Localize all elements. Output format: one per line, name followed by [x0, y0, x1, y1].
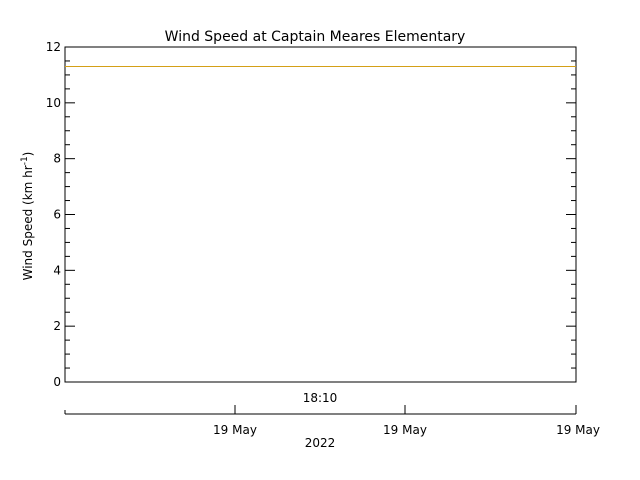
- y-tick-label: 6: [53, 208, 61, 222]
- y-tick-label: 10: [46, 96, 61, 110]
- y-axis-ticks: [65, 46, 576, 383]
- y-tick-label: 8: [53, 152, 61, 166]
- y-axis-tick-labels: 0 2 4 6 8 10 12: [46, 40, 61, 389]
- y-axis-label-superscript: -1: [20, 156, 30, 165]
- y-tick-label: 4: [53, 263, 61, 277]
- date-tick-label: 19 May: [213, 423, 257, 437]
- x-year-label: 2022: [305, 436, 336, 450]
- date-tick-label: 19 May: [383, 423, 427, 437]
- y-axis-label-close: ): [21, 152, 35, 157]
- y-tick-label: 0: [53, 375, 61, 389]
- chart-title: Wind Speed at Captain Meares Elementary: [165, 29, 466, 45]
- y-axis-label-main: Wind Speed (km hr: [21, 165, 35, 280]
- y-tick-label: 12: [46, 40, 61, 54]
- date-axis-ticks: 19 May 19 May 19 May: [64, 405, 600, 437]
- plot-frame: [64, 46, 577, 383]
- y-tick-label: 2: [53, 319, 61, 333]
- y-axis-label: Wind Speed (km hr-1): [20, 152, 35, 281]
- date-tick-label: 19 May: [556, 423, 600, 437]
- x-time-label: 18:10: [303, 391, 338, 405]
